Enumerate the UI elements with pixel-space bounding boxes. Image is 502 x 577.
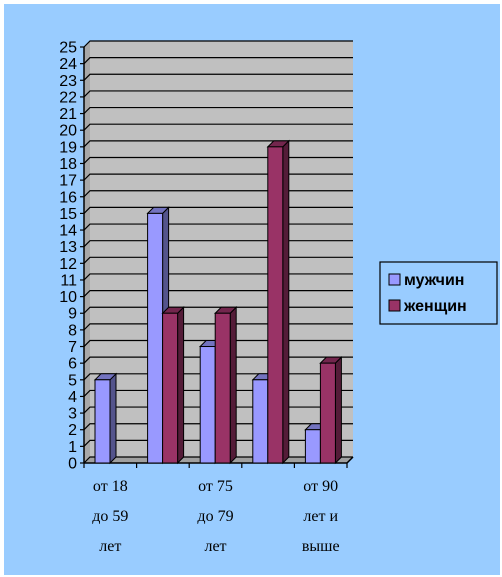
y-tick-label: 7 [68,339,77,356]
bar [93,372,118,465]
y-tick-label: 10 [59,289,77,306]
y-tick-label: 15 [59,206,77,223]
legend-swatch [388,273,401,286]
gridline [83,339,353,347]
y-tick-label: 16 [59,189,77,206]
gridline [83,306,353,314]
gridline [83,356,353,364]
x-category-label: лет [204,538,226,555]
x-category-label: выше [302,538,340,555]
y-tick-label: 11 [60,272,77,289]
gridline [83,190,353,198]
y-tick-label: 9 [68,306,77,323]
y-tick-label: 12 [59,256,77,273]
gridline [83,223,353,231]
gridline [83,123,353,131]
y-tick-label: 23 [59,73,77,90]
y-tick-label: 1 [68,439,77,456]
y-tick-label: 14 [59,223,77,240]
y-tick-label: 2 [68,422,77,439]
bar-front [199,346,216,464]
legend-swatch [388,299,401,312]
gridline [83,156,353,164]
bar-side [229,306,237,465]
x-axis-labels: от 18 до 59 лет от 75 до 79 лет от 90 лет и выше [92,478,339,555]
y-tick-label: 17 [59,173,77,190]
gridline [83,256,353,264]
legend: мужчин женщин [379,261,498,325]
bar-front [147,212,164,464]
gridline [83,173,353,181]
gridline [83,206,353,214]
bar-front [214,312,231,464]
gridline [83,290,353,298]
x-category-label: лет и [303,508,338,525]
bars [93,139,343,465]
y-tick-label: 3 [68,406,77,423]
bar-front [319,362,336,464]
y-tick-label: 0 [68,456,77,473]
y-tick-label: 4 [68,389,77,406]
bar-front [304,429,321,464]
y-tick-label: 25 [59,40,77,57]
gridline [83,57,353,65]
y-axis-ticks: 0123456789101112131415161718192021222324… [59,40,84,473]
bar-front [252,379,269,464]
bar-chart: 0123456789101112131415161718192021222324… [59,40,498,555]
x-category-label: от 90 [303,478,338,495]
x-category-label: до 79 [197,508,233,525]
gridline [83,140,353,148]
gridline [83,273,353,281]
x-category-label: от 18 [93,478,128,495]
gridline [83,40,353,48]
legend-label: женщин [403,298,467,315]
bar [319,355,343,465]
y-tick-label: 6 [68,356,77,373]
y-tick-label: 18 [59,156,77,173]
bar-front [94,379,111,464]
y-tick-label: 8 [68,322,77,339]
bar-side [282,139,290,465]
bar [213,306,238,465]
gridline [83,323,353,331]
legend-label: мужчин [404,272,464,289]
x-category-label: лет [99,538,121,555]
y-tick-label: 5 [68,372,77,389]
x-category-label: от 75 [198,478,233,495]
bar-side [334,355,342,465]
legend-box [379,261,498,325]
x-category-label: до 59 [92,508,128,525]
bar-front [267,146,284,464]
side-wall [84,41,90,463]
chart-frame: 0 1 2 3 4 5 6 7 8 9 10 11 12 13 14 15 16 17 18 19 20 21 22 23 24… [4,4,500,575]
bar [161,306,185,465]
gridline [83,106,353,114]
bar-side [109,372,117,465]
bar-front [162,312,179,464]
bar-side [177,306,185,465]
y-tick-label: 24 [59,56,77,73]
gridline [83,73,353,81]
bar [266,139,291,465]
gridline [83,240,353,248]
gridline [83,90,353,98]
y-tick-label: 19 [59,139,77,156]
y-tick-label: 20 [59,123,77,140]
y-tick-label: 22 [59,89,77,106]
floor-edge [346,456,354,464]
y-tick-label: 21 [59,106,77,123]
y-tick-label: 13 [59,239,77,256]
